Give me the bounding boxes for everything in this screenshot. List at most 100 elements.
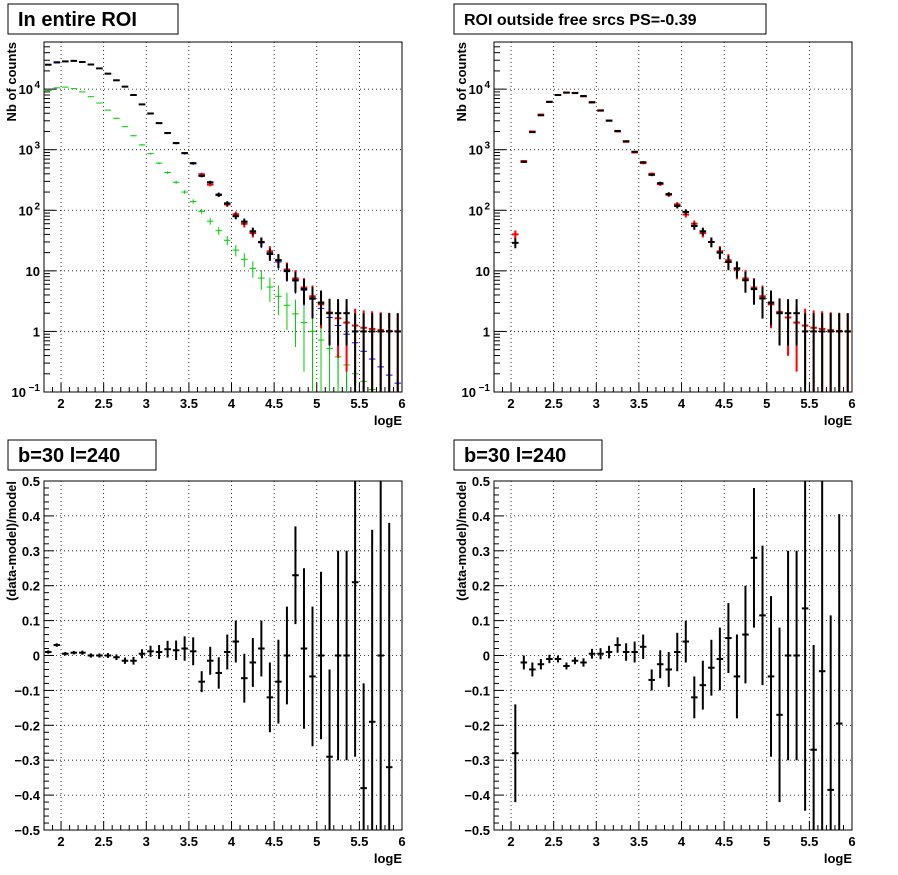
data-point [104, 109, 112, 111]
data-point [164, 171, 171, 174]
y-tick-label: 1 [483, 324, 490, 339]
data-point [750, 487, 758, 628]
y-tick-base: 10 [469, 82, 483, 97]
data-point [759, 287, 766, 319]
x-tick-label: 5 [313, 834, 320, 849]
data-point [784, 550, 792, 761]
data-point [283, 292, 291, 330]
y-tick-label: −0.5 [14, 823, 40, 838]
y-tick-label: 0.5 [22, 474, 40, 489]
y-tick-label: 10 [26, 264, 40, 279]
data-point [283, 606, 291, 705]
data-point [725, 603, 732, 673]
data-point [292, 271, 299, 293]
x-tick-label: 2 [57, 396, 64, 411]
x-tick-label: 5.5 [800, 396, 818, 411]
data-point [147, 112, 154, 115]
data-point [79, 650, 86, 655]
y-axis-title: Nb of counts [4, 42, 19, 121]
panel-title: ROI outside free srcs PS=-0.39 [453, 3, 767, 35]
data-point [537, 658, 545, 670]
data-point [172, 142, 180, 145]
data-point [699, 227, 707, 236]
data-point [96, 102, 103, 104]
data-point [334, 550, 342, 761]
x-tick-label: 6 [398, 396, 405, 411]
x-tick-label: 6 [848, 396, 855, 411]
data-point [300, 568, 308, 729]
x-tick-label: 6 [848, 834, 855, 849]
y-tick-labels: −0.5 −0.4 −0.3 −0.2 −0.1 0 0.1 0.2 0.3 0.4 0.5 [14, 474, 40, 838]
data-point [580, 95, 587, 98]
data-marks [45, 59, 401, 392]
data-point [605, 119, 613, 122]
y-tick-exponent: 2 [484, 201, 490, 212]
data-point [121, 657, 129, 664]
data-point [844, 313, 851, 392]
data-point [189, 199, 197, 204]
data-point [232, 213, 240, 220]
panel-title-text: ROI outside free srcs PS=-0.39 [464, 12, 697, 29]
x-tick-labels: 2 2.5 3 3.5 4 4.5 5 5.5 6 [57, 396, 405, 411]
y-tick-label: 0.4 [22, 509, 41, 524]
data-point [546, 654, 553, 664]
data-point [181, 152, 188, 155]
data-point [520, 160, 528, 163]
x-tick-labels: 2 2.5 3 3.5 4 4.5 5 5.5 6 [57, 834, 405, 849]
data-point [665, 652, 672, 687]
data-point [571, 91, 579, 94]
data-point [801, 313, 809, 392]
data-point [258, 269, 265, 290]
data-point [588, 648, 596, 659]
y-tick-label: 0 [483, 649, 490, 664]
data-point [682, 209, 690, 215]
panel-title-text: b=30 l=240 [464, 445, 566, 467]
data-point [682, 620, 690, 663]
data-point [181, 636, 188, 661]
y-tick-label: 0 [33, 649, 40, 664]
y-tick-base: 10 [469, 143, 483, 158]
data-point [249, 261, 257, 278]
x-tick-label: 3 [143, 834, 150, 849]
data-point [360, 313, 367, 392]
y-tick-label: 310 [19, 141, 41, 158]
x-tick-label: 4.5 [715, 834, 733, 849]
data-point [827, 313, 834, 392]
data-point [275, 285, 282, 316]
data-point [343, 299, 350, 346]
data-point [716, 627, 724, 691]
data-point [776, 627, 783, 803]
data-point [377, 481, 384, 830]
residual-outside-roi-panel: 2 2.5 3 3.5 4 4.5 5 5.5 6 −0.5 −0.4 −0.3 −0.2 −0.1 0 0.… [453, 439, 856, 866]
counts-entire-roi-panel: 2 2.5 3 3.5 4 4.5 5 5.5 6−110110210310410logENb … [4, 3, 406, 428]
series [45, 59, 401, 392]
data-point [759, 545, 766, 686]
data-point [292, 526, 299, 625]
series [45, 481, 393, 830]
data-point [622, 643, 630, 661]
data-point [309, 287, 316, 319]
panel-title: b=30 l=240 [7, 439, 157, 471]
data-point [138, 144, 146, 146]
x-tick-label: 4.5 [265, 396, 283, 411]
y-tick-label: 0.4 [472, 509, 491, 524]
y-tick-base: 10 [19, 203, 33, 218]
panel-title: In entire ROI [7, 3, 179, 35]
data-point [801, 481, 809, 811]
data-point [835, 313, 843, 392]
data-point [360, 683, 367, 830]
data-point [215, 227, 222, 235]
tick-marks [493, 41, 853, 393]
y-tick-label: 210 [19, 201, 41, 218]
data-point [691, 676, 698, 719]
data-point [571, 657, 579, 665]
data-point [691, 222, 698, 230]
y-tick-label: 0.1 [22, 614, 40, 629]
x-axis-title: logE [374, 851, 402, 866]
data-point [96, 653, 103, 658]
data-point [164, 131, 171, 134]
data-point [309, 606, 316, 747]
data-point [767, 290, 775, 326]
